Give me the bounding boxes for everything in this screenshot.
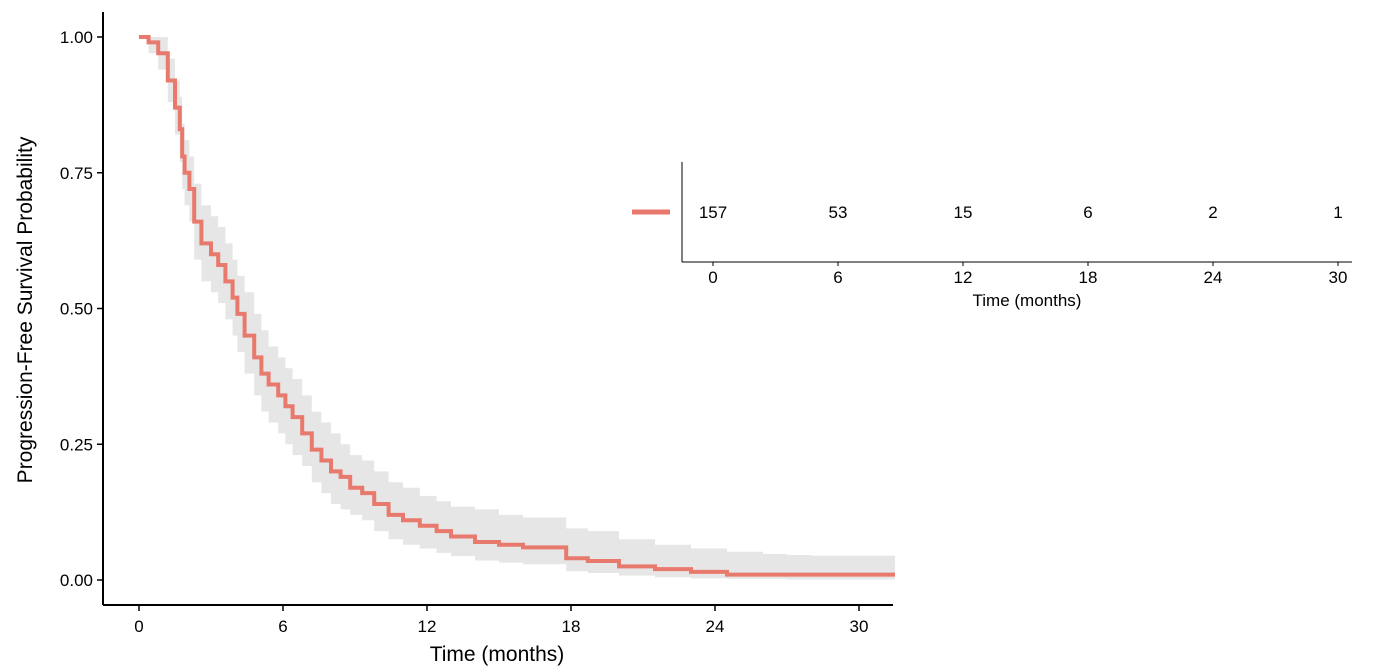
x-axis-title: Time (months) [430, 643, 565, 666]
survival-plot: 0.00 0.25 0.50 0.75 1.00 0 6 12 18 24 30 Progress… [14, 12, 895, 666]
risk-table-numbers: 157 53 15 6 2 1 [699, 203, 1343, 222]
risk-table: 157 53 15 6 2 1 0 6 12 18 24 30 Time (months) [632, 162, 1352, 310]
risk-table-value: 53 [829, 203, 848, 222]
risk-table-value: 157 [699, 203, 727, 222]
confidence-band [139, 37, 895, 580]
risk-table-value: 15 [954, 203, 973, 222]
y-axis-title: Progression-Free Survival Probability [14, 136, 37, 483]
x-tick-label: 12 [418, 617, 437, 636]
risk-table-tick-label: 18 [1079, 268, 1098, 287]
x-tick-label: 30 [850, 617, 869, 636]
risk-table-tick-label: 6 [833, 268, 842, 287]
x-tick-label: 6 [278, 617, 287, 636]
risk-table-tick-label: 0 [708, 268, 717, 287]
y-tick-label: 1.00 [60, 28, 93, 47]
x-tick-label: 0 [134, 617, 143, 636]
risk-table-tick-label: 24 [1204, 268, 1223, 287]
x-axis-ticks: 0 6 12 18 24 30 [134, 605, 868, 636]
y-axis-ticks: 0.00 0.25 0.50 0.75 1.00 [60, 28, 103, 590]
risk-table-value: 6 [1083, 203, 1092, 222]
y-tick-label: 0.25 [60, 435, 93, 454]
risk-table-x-axis-title: Time (months) [973, 291, 1082, 310]
x-tick-label: 24 [706, 617, 725, 636]
risk-table-tick-label: 12 [954, 268, 973, 287]
risk-table-value: 1 [1333, 203, 1342, 222]
survival-curve [139, 35, 895, 577]
y-tick-label: 0.00 [60, 571, 93, 590]
risk-table-x-ticks: 0 6 12 18 24 30 [708, 262, 1347, 287]
risk-table-value: 2 [1208, 203, 1217, 222]
x-tick-label: 18 [562, 617, 581, 636]
y-tick-label: 0.75 [60, 164, 93, 183]
y-tick-label: 0.50 [60, 300, 93, 319]
risk-table-tick-label: 30 [1329, 268, 1348, 287]
